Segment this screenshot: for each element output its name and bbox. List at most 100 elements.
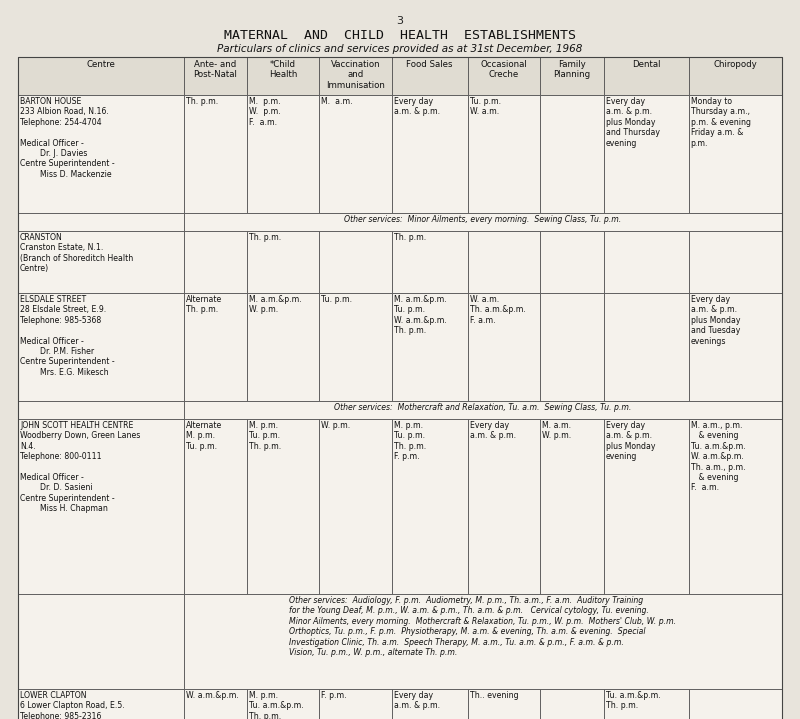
Text: CRANSTON
Cranston Estate, N.1.
(Branch of Shoreditch Health
Centre): CRANSTON Cranston Estate, N.1. (Branch o… xyxy=(20,233,134,273)
Text: M. a.m.
W. p.m.: M. a.m. W. p.m. xyxy=(542,421,571,441)
Text: BARTON HOUSE
233 Albion Road, N.16.
Telephone: 254-4704

Medical Officer -
     : BARTON HOUSE 233 Albion Road, N.16. Tele… xyxy=(20,97,114,179)
Bar xyxy=(468,231,540,293)
Text: LOWER CLAPTON
6 Lower Clapton Road, E.5.
Telephone: 985-2316

Medical Officer -
: LOWER CLAPTON 6 Lower Clapton Road, E.5.… xyxy=(20,691,125,719)
Text: Alternate
M. p.m.
Tu. p.m.: Alternate M. p.m. Tu. p.m. xyxy=(186,421,222,451)
Text: Monday to
Thursday a.m.,
p.m. & evening
Friday a.m. &
p.m.: Monday to Thursday a.m., p.m. & evening … xyxy=(690,97,750,147)
Bar xyxy=(183,231,247,293)
Bar xyxy=(540,293,604,401)
Bar xyxy=(468,689,540,719)
Text: Chiropody: Chiropody xyxy=(714,60,757,69)
Text: *Child
Health: *Child Health xyxy=(269,60,298,79)
Bar xyxy=(540,231,604,293)
Bar xyxy=(689,293,782,401)
Bar xyxy=(247,293,319,401)
Bar xyxy=(18,213,183,231)
Text: M.  a.m.: M. a.m. xyxy=(322,97,353,106)
Bar xyxy=(391,57,468,95)
Bar xyxy=(604,293,689,401)
Text: Th. p.m.: Th. p.m. xyxy=(394,233,426,242)
Text: Tu. p.m.: Tu. p.m. xyxy=(322,295,353,304)
Bar xyxy=(689,231,782,293)
Text: 3: 3 xyxy=(397,16,403,26)
Text: F. p.m.: F. p.m. xyxy=(322,691,347,700)
Bar xyxy=(319,419,391,594)
Bar xyxy=(319,231,391,293)
Bar xyxy=(18,689,183,719)
Bar xyxy=(604,57,689,95)
Bar xyxy=(183,419,247,594)
Text: Every day
a.m. & p.m.: Every day a.m. & p.m. xyxy=(470,421,516,441)
Bar xyxy=(247,95,319,213)
Bar xyxy=(183,57,247,95)
Bar xyxy=(18,231,183,293)
Text: Every day
a.m. & p.m.
plus Monday
evening: Every day a.m. & p.m. plus Monday evenin… xyxy=(606,421,655,461)
Bar xyxy=(391,419,468,594)
Bar xyxy=(247,419,319,594)
Bar xyxy=(391,689,468,719)
Text: Other services:  Mothercraft and Relaxation, Tu. a.m.  Sewing Class, Tu. p.m.: Other services: Mothercraft and Relaxati… xyxy=(334,403,631,412)
Text: Ante- and
Post-Natal: Ante- and Post-Natal xyxy=(194,60,238,79)
Bar xyxy=(604,419,689,594)
Bar xyxy=(689,419,782,594)
Bar xyxy=(183,95,247,213)
Text: Tu. p.m.
W. a.m.: Tu. p.m. W. a.m. xyxy=(470,97,501,116)
Bar xyxy=(247,689,319,719)
Text: Alternate
Th. p.m.: Alternate Th. p.m. xyxy=(186,295,222,314)
Text: M. p.m.
Tu. a.m.&p.m.
Th. p.m.: M. p.m. Tu. a.m.&p.m. Th. p.m. xyxy=(250,691,304,719)
Bar xyxy=(391,231,468,293)
Bar xyxy=(319,95,391,213)
Text: Occasional
Creche: Occasional Creche xyxy=(481,60,527,79)
Bar xyxy=(468,419,540,594)
Text: Every day
a.m. & p.m.
plus Monday
and Thursday
evening: Every day a.m. & p.m. plus Monday and Th… xyxy=(606,97,660,147)
Bar xyxy=(183,213,782,231)
Text: Th.. evening: Th.. evening xyxy=(470,691,518,700)
Bar xyxy=(183,293,247,401)
Bar xyxy=(540,95,604,213)
Bar xyxy=(689,689,782,719)
Text: Dental: Dental xyxy=(632,60,661,69)
Text: Th. p.m.: Th. p.m. xyxy=(250,233,282,242)
Bar xyxy=(319,689,391,719)
Text: W. a.m.&p.m.: W. a.m.&p.m. xyxy=(186,691,238,700)
Text: JOHN SCOTT HEALTH CENTRE
Woodberry Down, Green Lanes
N.4.
Telephone: 800-0111

M: JOHN SCOTT HEALTH CENTRE Woodberry Down,… xyxy=(20,421,140,513)
Bar xyxy=(468,57,540,95)
Bar xyxy=(604,689,689,719)
Text: ELSDALE STREET
28 Elsdale Street, E.9.
Telephone: 985-5368

Medical Officer -
  : ELSDALE STREET 28 Elsdale Street, E.9. T… xyxy=(20,295,114,377)
Text: M. a.m.&p.m.
W. p.m.: M. a.m.&p.m. W. p.m. xyxy=(250,295,302,314)
Text: Food Sales: Food Sales xyxy=(406,60,453,69)
Bar xyxy=(18,419,183,594)
Bar xyxy=(391,293,468,401)
Bar xyxy=(689,95,782,213)
Text: Centre: Centre xyxy=(86,60,115,69)
Bar xyxy=(183,594,782,689)
Text: Th. p.m.: Th. p.m. xyxy=(186,97,218,106)
Text: Other services:  Minor Ailments, every morning.  Sewing Class, Tu. p.m.: Other services: Minor Ailments, every mo… xyxy=(344,215,622,224)
Bar xyxy=(604,231,689,293)
Text: W. a.m.
Th. a.m.&p.m.
F. a.m.: W. a.m. Th. a.m.&p.m. F. a.m. xyxy=(470,295,526,325)
Bar xyxy=(18,594,183,689)
Text: Particulars of clinics and services provided as at 31st December, 1968: Particulars of clinics and services prov… xyxy=(218,44,582,54)
Text: M. a.m., p.m.
   & evening
Tu. a.m.&p.m.
W. a.m.&p.m.
Th. a.m., p.m.
   & evenin: M. a.m., p.m. & evening Tu. a.m.&p.m. W.… xyxy=(690,421,746,493)
Bar xyxy=(689,57,782,95)
Bar xyxy=(604,95,689,213)
Text: Other services:  Audiology, F. p.m.  Audiometry, M. p.m., Th. a.m., F. a.m.  Aud: Other services: Audiology, F. p.m. Audio… xyxy=(290,596,676,657)
Text: M.  p.m.
W.  p.m.
F.  a.m.: M. p.m. W. p.m. F. a.m. xyxy=(250,97,281,127)
Bar xyxy=(319,293,391,401)
Text: Vaccination
and
Immunisation: Vaccination and Immunisation xyxy=(326,60,385,90)
Bar xyxy=(540,419,604,594)
Text: Every day
a.m. & p.m.: Every day a.m. & p.m. xyxy=(394,691,440,710)
Text: M. p.m.
Tu. p.m.
Th. p.m.
F. p.m.: M. p.m. Tu. p.m. Th. p.m. F. p.m. xyxy=(394,421,426,461)
Bar xyxy=(247,231,319,293)
Bar xyxy=(18,293,183,401)
Text: M. p.m.
Tu. p.m.
Th. p.m.: M. p.m. Tu. p.m. Th. p.m. xyxy=(250,421,282,451)
Bar xyxy=(540,689,604,719)
Text: W. p.m.: W. p.m. xyxy=(322,421,350,430)
Bar xyxy=(183,689,247,719)
Text: Every day
a.m. & p.m.: Every day a.m. & p.m. xyxy=(394,97,440,116)
Bar xyxy=(18,95,183,213)
Bar xyxy=(18,401,183,419)
Text: M. a.m.&p.m.
Tu. p.m.
W. a.m.&p.m.
Th. p.m.: M. a.m.&p.m. Tu. p.m. W. a.m.&p.m. Th. p… xyxy=(394,295,446,335)
Text: Every day
a.m. & p.m.
plus Monday
and Tuesday
evenings: Every day a.m. & p.m. plus Monday and Tu… xyxy=(690,295,740,346)
Bar xyxy=(468,293,540,401)
Text: Family
Planning: Family Planning xyxy=(554,60,590,79)
